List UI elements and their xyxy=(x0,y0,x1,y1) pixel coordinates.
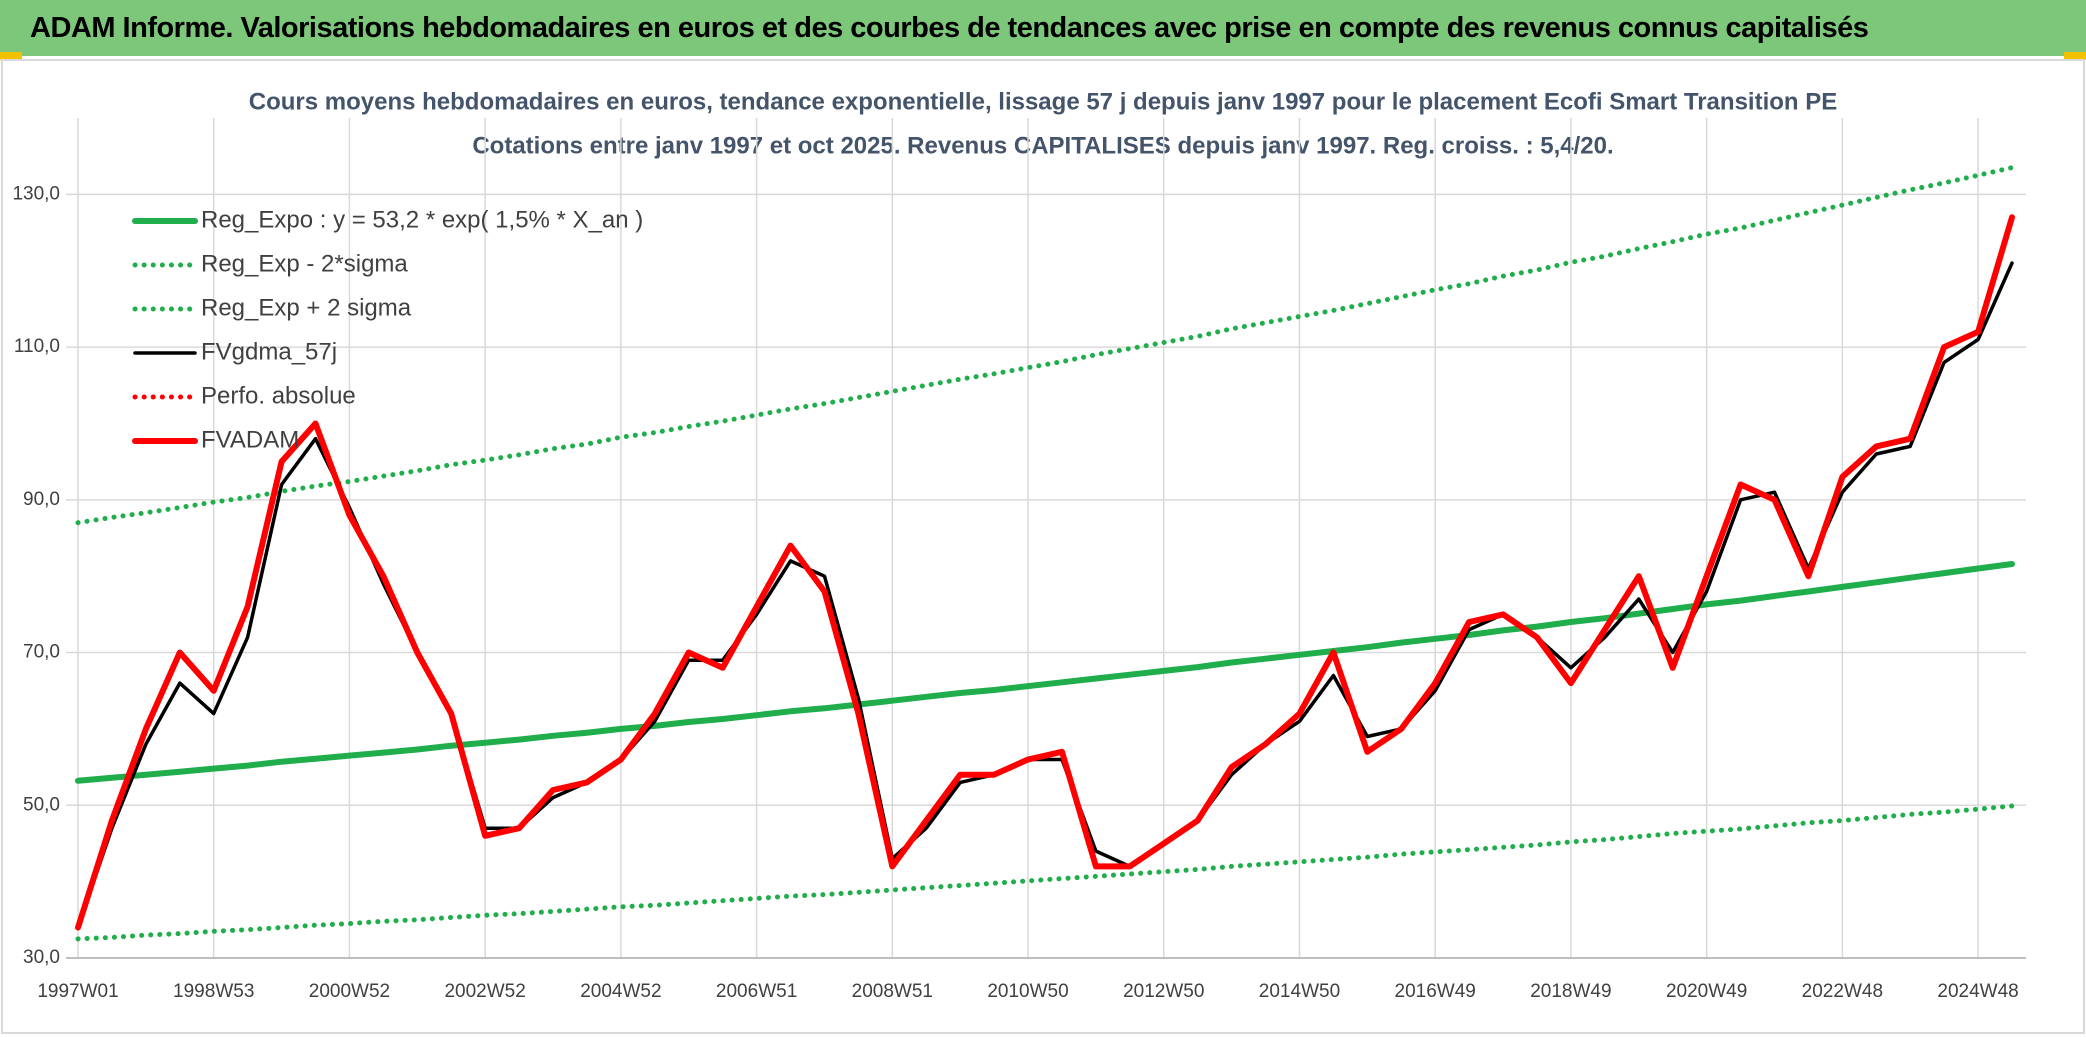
x-tick-label: 2004W52 xyxy=(580,981,661,1002)
legend-label: FVgdma_57j xyxy=(201,338,337,365)
x-tick-label: 2020W49 xyxy=(1666,981,1747,1002)
x-tick-label: 2000W52 xyxy=(309,981,390,1002)
chart-title: Cours moyens hebdomadaires en euros, ten… xyxy=(249,88,1838,115)
y-tick-label: 90,0 xyxy=(23,489,60,510)
legend-label: Reg_Expo : y = 53,2 * exp( 1,5% * X_an ) xyxy=(201,206,643,233)
x-tick-label: 2006W51 xyxy=(716,981,797,1002)
y-tick-label: 70,0 xyxy=(23,642,60,663)
x-tick-label: 2022W48 xyxy=(1802,981,1883,1002)
x-tick-label: 2008W51 xyxy=(852,981,933,1002)
y-tick-label: 30,0 xyxy=(23,947,60,968)
x-tick-label: 1998W53 xyxy=(173,981,254,1002)
series-line xyxy=(75,165,2015,526)
corner-mark xyxy=(0,52,22,60)
legend-label: Reg_Exp - 2*sigma xyxy=(201,250,408,277)
series-line xyxy=(75,561,2015,784)
x-tick-label: 2012W50 xyxy=(1123,981,1204,1002)
y-tick-label: 50,0 xyxy=(23,794,60,815)
x-tick-label: 2018W49 xyxy=(1530,981,1611,1002)
x-tick-label: 2014W50 xyxy=(1259,981,1340,1002)
x-tick-label: 1997W01 xyxy=(37,981,118,1002)
x-tick-label: 2002W52 xyxy=(444,981,525,1002)
chart: Cours moyens hebdomadaires en euros, ten… xyxy=(1,59,2085,1034)
y-tick-label: 110,0 xyxy=(14,336,60,357)
legend-label: Perfo. absolue xyxy=(201,382,356,409)
x-tick-label: 2024W48 xyxy=(1937,981,2018,1002)
corner-mark xyxy=(2064,52,2086,60)
chart-subtitle: Cotations entre janv 1997 et oct 2025. R… xyxy=(472,132,1613,159)
legend-label: FVADAM xyxy=(201,426,299,453)
series-line xyxy=(75,214,2015,931)
y-tick-label: 130,0 xyxy=(12,183,60,204)
banner: ADAM Informe. Valorisations hebdomadaire… xyxy=(0,0,2086,56)
legend-label: Reg_Exp + 2 sigma xyxy=(201,294,412,321)
x-tick-label: 2010W50 xyxy=(987,981,1068,1002)
x-tick-label: 2016W49 xyxy=(1395,981,1476,1002)
